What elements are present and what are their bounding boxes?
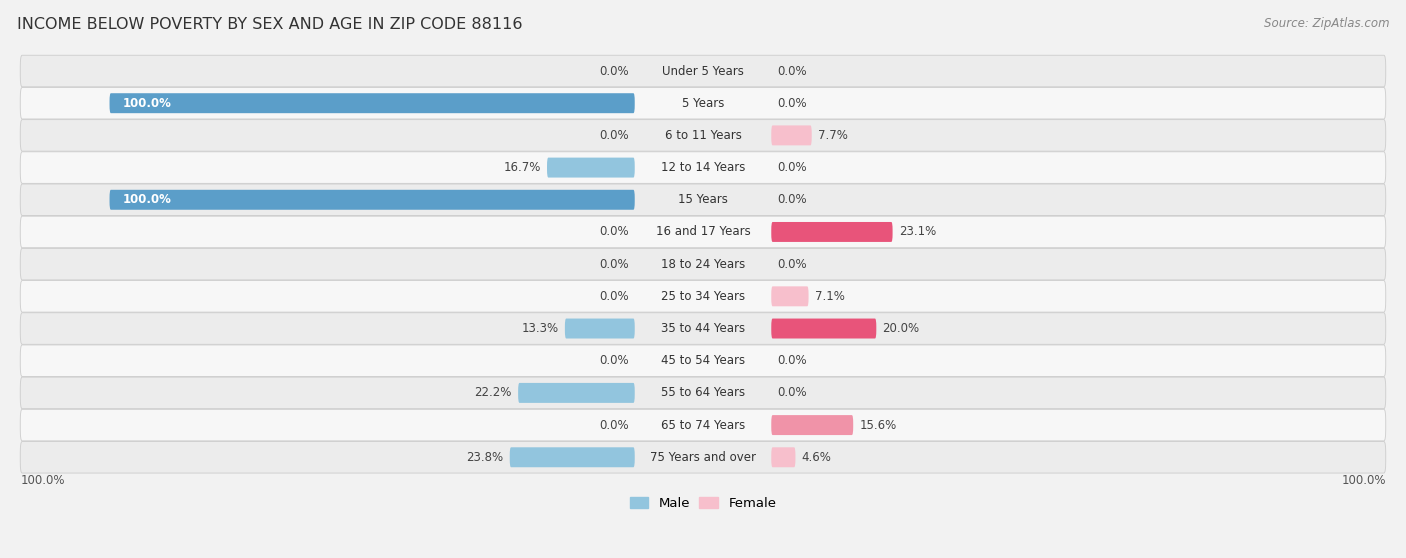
Text: 55 to 64 Years: 55 to 64 Years bbox=[661, 386, 745, 400]
Text: 0.0%: 0.0% bbox=[778, 258, 807, 271]
Text: 7.7%: 7.7% bbox=[818, 129, 848, 142]
Text: 5 Years: 5 Years bbox=[682, 97, 724, 110]
Text: 20.0%: 20.0% bbox=[883, 322, 920, 335]
FancyBboxPatch shape bbox=[772, 448, 796, 467]
FancyBboxPatch shape bbox=[110, 93, 634, 113]
Text: 23.1%: 23.1% bbox=[898, 225, 936, 238]
Text: 0.0%: 0.0% bbox=[778, 354, 807, 367]
Text: 0.0%: 0.0% bbox=[599, 65, 628, 78]
Text: Under 5 Years: Under 5 Years bbox=[662, 65, 744, 78]
FancyBboxPatch shape bbox=[20, 119, 1386, 151]
Text: 0.0%: 0.0% bbox=[778, 161, 807, 174]
FancyBboxPatch shape bbox=[519, 383, 634, 403]
FancyBboxPatch shape bbox=[20, 248, 1386, 280]
Text: 0.0%: 0.0% bbox=[778, 386, 807, 400]
FancyBboxPatch shape bbox=[772, 286, 808, 306]
FancyBboxPatch shape bbox=[547, 157, 634, 177]
Text: INCOME BELOW POVERTY BY SEX AND AGE IN ZIP CODE 88116: INCOME BELOW POVERTY BY SEX AND AGE IN Z… bbox=[17, 17, 523, 32]
FancyBboxPatch shape bbox=[20, 281, 1386, 312]
Text: 6 to 11 Years: 6 to 11 Years bbox=[665, 129, 741, 142]
Text: 0.0%: 0.0% bbox=[778, 193, 807, 206]
Text: 0.0%: 0.0% bbox=[599, 354, 628, 367]
Text: 0.0%: 0.0% bbox=[599, 129, 628, 142]
Text: 0.0%: 0.0% bbox=[599, 225, 628, 238]
Text: 18 to 24 Years: 18 to 24 Years bbox=[661, 258, 745, 271]
Text: Source: ZipAtlas.com: Source: ZipAtlas.com bbox=[1264, 17, 1389, 30]
Text: 15.6%: 15.6% bbox=[859, 418, 897, 431]
Text: 4.6%: 4.6% bbox=[801, 451, 831, 464]
FancyBboxPatch shape bbox=[772, 126, 811, 146]
FancyBboxPatch shape bbox=[772, 222, 893, 242]
FancyBboxPatch shape bbox=[20, 312, 1386, 344]
Text: 0.0%: 0.0% bbox=[778, 97, 807, 110]
FancyBboxPatch shape bbox=[20, 377, 1386, 408]
Text: 23.8%: 23.8% bbox=[467, 451, 503, 464]
FancyBboxPatch shape bbox=[20, 216, 1386, 248]
Legend: Male, Female: Male, Female bbox=[624, 492, 782, 516]
FancyBboxPatch shape bbox=[20, 88, 1386, 119]
FancyBboxPatch shape bbox=[565, 319, 634, 339]
Text: 0.0%: 0.0% bbox=[599, 418, 628, 431]
Text: 12 to 14 Years: 12 to 14 Years bbox=[661, 161, 745, 174]
FancyBboxPatch shape bbox=[510, 448, 634, 467]
Text: 25 to 34 Years: 25 to 34 Years bbox=[661, 290, 745, 303]
Text: 0.0%: 0.0% bbox=[778, 65, 807, 78]
Text: 45 to 54 Years: 45 to 54 Years bbox=[661, 354, 745, 367]
Text: 35 to 44 Years: 35 to 44 Years bbox=[661, 322, 745, 335]
Text: 65 to 74 Years: 65 to 74 Years bbox=[661, 418, 745, 431]
FancyBboxPatch shape bbox=[110, 190, 634, 210]
FancyBboxPatch shape bbox=[20, 345, 1386, 377]
FancyBboxPatch shape bbox=[20, 410, 1386, 441]
Text: 75 Years and over: 75 Years and over bbox=[650, 451, 756, 464]
Text: 100.0%: 100.0% bbox=[122, 97, 172, 110]
Text: 16 and 17 Years: 16 and 17 Years bbox=[655, 225, 751, 238]
Text: 0.0%: 0.0% bbox=[599, 258, 628, 271]
Text: 16.7%: 16.7% bbox=[503, 161, 541, 174]
Text: 7.1%: 7.1% bbox=[815, 290, 845, 303]
FancyBboxPatch shape bbox=[772, 415, 853, 435]
Text: 22.2%: 22.2% bbox=[474, 386, 512, 400]
FancyBboxPatch shape bbox=[20, 184, 1386, 215]
Text: 100.0%: 100.0% bbox=[20, 474, 65, 487]
Text: 100.0%: 100.0% bbox=[122, 193, 172, 206]
Text: 15 Years: 15 Years bbox=[678, 193, 728, 206]
FancyBboxPatch shape bbox=[20, 152, 1386, 184]
FancyBboxPatch shape bbox=[772, 319, 876, 339]
Text: 100.0%: 100.0% bbox=[1341, 474, 1386, 487]
Text: 0.0%: 0.0% bbox=[599, 290, 628, 303]
Text: 13.3%: 13.3% bbox=[522, 322, 558, 335]
FancyBboxPatch shape bbox=[20, 55, 1386, 87]
FancyBboxPatch shape bbox=[20, 441, 1386, 473]
